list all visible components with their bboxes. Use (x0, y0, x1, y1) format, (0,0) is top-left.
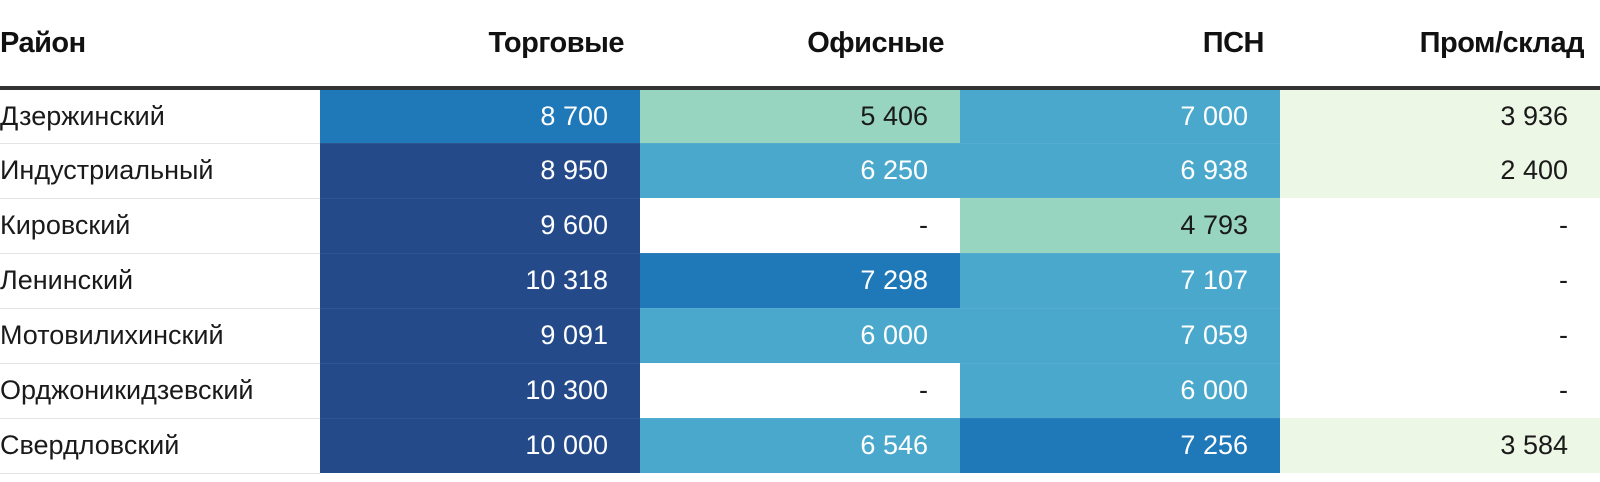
heatmap-cell: 8 950 (320, 143, 640, 199)
heatmap-cell: 7 256 (960, 418, 1280, 474)
heatmap-cell: 3 936 (1280, 88, 1600, 144)
heatmap-cell: - (640, 198, 960, 254)
heatmap-cell: 4 793 (960, 198, 1280, 254)
heatmap-cell: 7 298 (640, 253, 960, 309)
heatmap-cell: 6 938 (960, 143, 1280, 199)
district-name: Ленинский (0, 253, 320, 309)
heatmap-cell: 2 400 (1280, 143, 1600, 199)
heatmap-cell: 6 546 (640, 418, 960, 474)
column-header: Офисные (640, 0, 960, 90)
heatmap-cell: 10 300 (320, 363, 640, 419)
heatmap-cell: 7 059 (960, 308, 1280, 364)
heatmap-cell: 6 250 (640, 143, 960, 199)
header-row: Район Торговые Офисные ПСН Пром/склад (0, 0, 1600, 90)
heatmap-cell: 7 000 (960, 88, 1280, 144)
table-row: Дзержинский 8 700 5 406 7 000 3 936 (0, 88, 1600, 144)
district-name: Мотовилихинский (0, 308, 320, 364)
heatmap-cell: 10 318 (320, 253, 640, 309)
table-row: Индустриальный 8 950 6 250 6 938 2 400 (0, 143, 1600, 199)
heatmap-cell: 6 000 (960, 363, 1280, 419)
heatmap-cell: 5 406 (640, 88, 960, 144)
table-row: Мотовилихинский 9 091 6 000 7 059- (0, 308, 1600, 364)
district-name: Свердловский (0, 418, 320, 474)
heatmap-cell: 9 091 (320, 308, 640, 364)
heatmap-cell: - (1280, 308, 1600, 364)
table-row: Свердловский 10 000 6 546 7 256 3 584 (0, 418, 1600, 474)
column-header-district: Район (0, 0, 320, 90)
district-name: Орджоникидзевский (0, 363, 320, 419)
district-name: Индустриальный (0, 143, 320, 199)
table-body: Дзержинский 8 700 5 406 7 000 3 936 Индустриа… (0, 88, 1600, 474)
heatmap-cell: 6 000 (640, 308, 960, 364)
heatmap-cell: 7 107 (960, 253, 1280, 309)
heatmap-cell: - (640, 363, 960, 419)
table-row: Орджоникидзевский 10 300-6 000- (0, 363, 1600, 419)
heatmap-cell: - (1280, 253, 1600, 309)
heatmap-cell: 3 584 (1280, 418, 1600, 474)
heatmap-cell: - (1280, 363, 1600, 419)
heatmap-cell: 8 700 (320, 88, 640, 144)
heatmap-cell: 10 000 (320, 418, 640, 474)
district-name: Дзержинский (0, 88, 320, 144)
table-row: Кировский 9 600-4 793- (0, 198, 1600, 254)
heatmap-cell: 9 600 (320, 198, 640, 254)
district-name: Кировский (0, 198, 320, 254)
column-header: ПСН (960, 0, 1280, 90)
heatmap-cell: - (1280, 198, 1600, 254)
column-header: Пром/склад (1280, 0, 1600, 90)
table-row: Ленинский 10 318 7 298 7 107- (0, 253, 1600, 309)
column-header: Торговые (320, 0, 640, 90)
